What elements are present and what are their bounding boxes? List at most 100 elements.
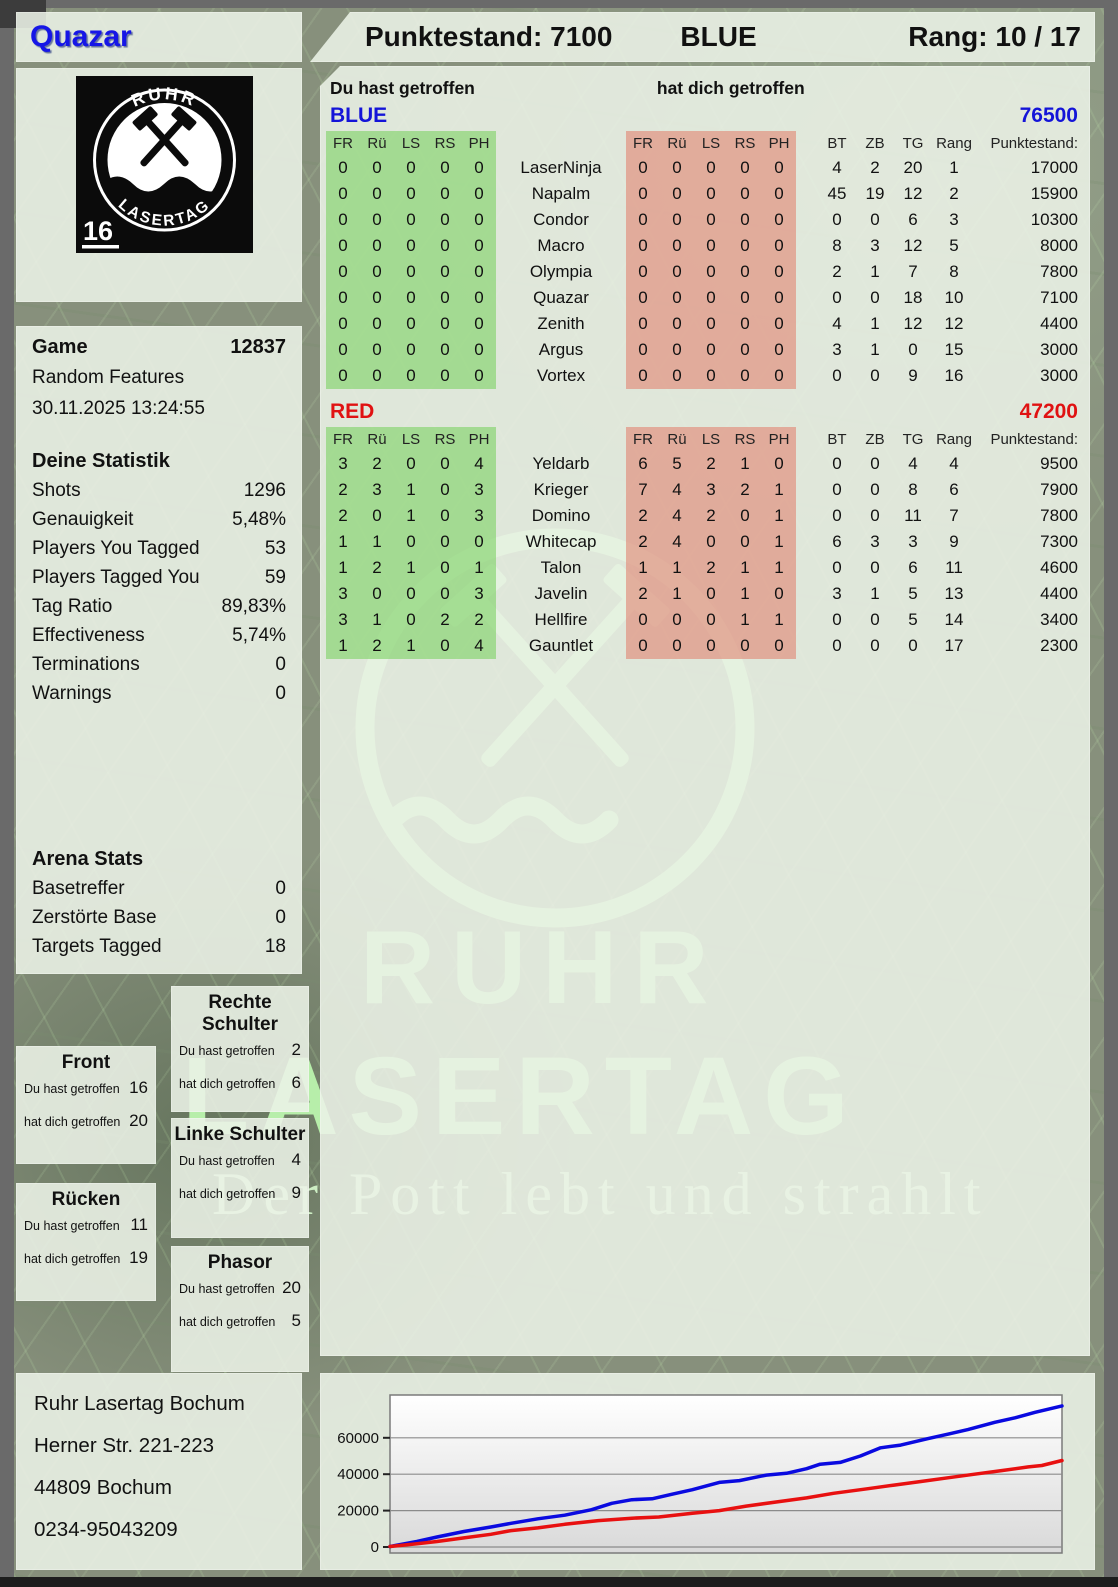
- hits-given-cell: 0: [428, 311, 462, 337]
- hits-given-cell: 0: [394, 311, 428, 337]
- player-row: 0 0 0 0 0 Condor 0 0 0 0 0 0 0 6 3 10300: [326, 207, 1084, 233]
- hits-given-cell: 0: [326, 155, 360, 181]
- hits-taken-cell: 0: [728, 259, 762, 285]
- player-name-cell: Hellfire: [534, 610, 588, 629]
- hitbox-them-label: hat dich getroffen: [24, 1115, 121, 1129]
- stat-col-header: Rang: [936, 134, 972, 152]
- hits-taken-cell: 0: [728, 311, 762, 337]
- hits-taken-cell: 0: [626, 337, 660, 363]
- hits-taken-cell: 0: [762, 207, 796, 233]
- hits-taken-cell: 2: [694, 555, 728, 581]
- hit-col-header: FR: [326, 427, 360, 451]
- stat-cell: 12: [903, 184, 923, 203]
- stat-row-label: Warnings: [32, 683, 112, 704]
- stat-cell: 8: [949, 262, 959, 281]
- y-tick-label: 0: [371, 1539, 379, 1556]
- stat-col-header: TG: [902, 134, 924, 152]
- hits-given-cell: 2: [428, 607, 462, 633]
- series-red-line: [388, 1458, 1064, 1549]
- hits-given-cell: 3: [462, 503, 496, 529]
- hits-given-cell: 0: [428, 529, 462, 555]
- points-cell: 7800: [1040, 262, 1078, 281]
- hits-given-cell: 2: [326, 477, 360, 503]
- stat-cell: 45: [827, 184, 847, 203]
- stat-col-header: ZB: [865, 430, 885, 448]
- stat-row: Genauigkeit 5,48%: [32, 505, 286, 534]
- hits-taken-cell: 0: [694, 259, 728, 285]
- stat-cell: 14: [944, 610, 964, 629]
- points-cell: 4400: [1040, 584, 1078, 603]
- hitbox-them-label: hat dich getroffen: [179, 1315, 276, 1329]
- hitbox-you-row: Du hast getroffen 20: [171, 1278, 309, 1298]
- arena-row-value: 0: [275, 907, 286, 928]
- hits-taken-cell: 4: [660, 503, 694, 529]
- team-title-row: BLUE 76500: [326, 101, 1084, 131]
- stat-cell: 1: [870, 262, 880, 281]
- hits-given-cell: 2: [360, 633, 394, 659]
- hits-taken-cell: 0: [626, 363, 660, 389]
- hits-taken-cell: 0: [694, 181, 728, 207]
- hits-taken-cell: 0: [694, 529, 728, 555]
- hits-given-cell: 3: [326, 451, 360, 477]
- stat-row-value: 53: [264, 538, 286, 559]
- player-row: 1 2 1 0 4 Gauntlet 0 0 0 0 0 0 0 0 17 2300: [326, 633, 1084, 659]
- hits-taken-cell: 0: [728, 363, 762, 389]
- stat-row: Shots 1296: [32, 476, 286, 505]
- stat-cell: 5: [908, 610, 918, 629]
- hits-given-cell: 0: [428, 581, 462, 607]
- hits-given-cell: 0: [326, 363, 360, 389]
- team-total: 76500: [1019, 104, 1078, 127]
- stat-row: Tag Ratio 89,83%: [32, 592, 286, 621]
- hit-col-header: RS: [728, 427, 762, 451]
- hits-given-cell: 0: [462, 181, 496, 207]
- player-row: 0 0 0 0 0 Argus 0 0 0 0 0 3 1 0 15 3000: [326, 337, 1084, 363]
- hits-taken-cell: 0: [694, 155, 728, 181]
- hits-given-cell: 0: [360, 311, 394, 337]
- series-blue-line: [388, 1404, 1064, 1549]
- player-name: Quazar: [30, 20, 132, 53]
- player-name-cell: Krieger: [533, 480, 589, 499]
- hitbox-them-label: hat dich getroffen: [179, 1187, 276, 1201]
- player-row: 2 0 1 0 3 Domino 2 4 2 0 1 0 0 11 7 7800: [326, 503, 1084, 529]
- hits-taken-cell: 1: [762, 555, 796, 581]
- hit-col-header: RS: [428, 427, 462, 451]
- points-col-header: Punktestand:: [990, 134, 1078, 152]
- hits-given-cell: 1: [394, 555, 428, 581]
- hits-given-cell: 0: [326, 181, 360, 207]
- hits-given-cell: 0: [360, 581, 394, 607]
- stat-cell: 3: [832, 340, 842, 359]
- player-name-cell: Talon: [540, 558, 582, 577]
- stat-cell: 13: [944, 584, 964, 603]
- player-row: 1 2 1 0 1 Talon 1 1 2 1 1 0 0 6 11 4600: [326, 555, 1084, 581]
- hits-taken-cell: 0: [626, 607, 660, 633]
- hitbox-you-row: Du hast getroffen 16: [16, 1078, 156, 1098]
- hits-given-cell: 0: [428, 259, 462, 285]
- hits-given-cell: 0: [428, 363, 462, 389]
- hits-taken-cell: 0: [694, 633, 728, 659]
- hits-given-cell: 0: [428, 633, 462, 659]
- hits-taken-cell: 2: [728, 477, 762, 503]
- stat-cell: 0: [870, 366, 880, 385]
- address-panel: Ruhr Lasertag Bochum Herner Str. 221-223…: [16, 1373, 302, 1570]
- player-name-cell: Zenith: [537, 314, 585, 333]
- hits-taken-cell: 1: [660, 581, 694, 607]
- points-cell: 9500: [1040, 454, 1078, 473]
- hitbox-you-value: 20: [282, 1278, 301, 1297]
- hits-given-cell: 1: [326, 633, 360, 659]
- teams-container: BLUE 76500 FR Rü LS RS PH FR Rü LS RS PH BT ZB TG Rang P…: [326, 101, 1084, 659]
- stat-row-value: 59: [264, 567, 286, 588]
- hitbox-linke-schulter: Linke Schulter Du hast getroffen 4 hat dich…: [171, 1118, 309, 1238]
- hits-taken-cell: 0: [626, 311, 660, 337]
- hits-given-cell: 0: [326, 311, 360, 337]
- player-name-cell: Yeldarb: [532, 454, 590, 473]
- score-progress-chart: 0 20000 40000 60000: [337, 1394, 1064, 1556]
- points-col-header: Punktestand:: [990, 430, 1078, 448]
- points-cell: 15900: [1030, 184, 1078, 203]
- bottom-bar: [0, 1577, 1118, 1587]
- stat-row-label: Genauigkeit: [32, 509, 134, 530]
- stat-row-value: 5,48%: [232, 509, 286, 530]
- hits-taken-cell: 0: [626, 233, 660, 259]
- hits-taken-cell: 0: [762, 233, 796, 259]
- hits-taken-cell: 0: [728, 207, 762, 233]
- hits-given-cell: 1: [394, 477, 428, 503]
